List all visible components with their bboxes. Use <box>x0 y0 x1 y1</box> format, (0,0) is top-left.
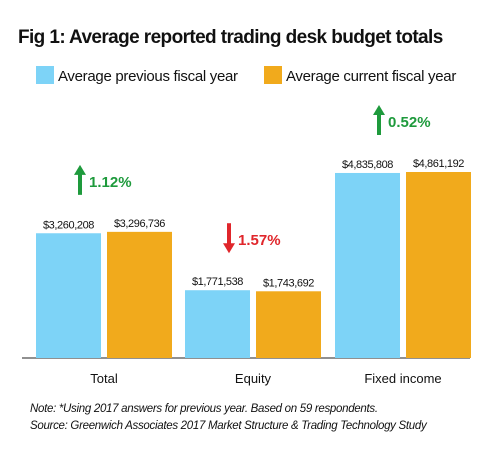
bar <box>185 290 250 358</box>
value-label: $3,296,736 <box>114 218 165 230</box>
value-label: $1,771,538 <box>192 276 243 288</box>
bar <box>107 231 172 358</box>
bar <box>36 233 101 358</box>
x-tick-label: Fixed income <box>364 371 441 386</box>
arrow-head <box>74 164 86 175</box>
bar <box>335 172 400 358</box>
arrow-head <box>223 243 235 254</box>
value-label: $4,861,192 <box>413 158 464 170</box>
change-label: 1.57% <box>238 232 281 249</box>
bar <box>256 291 321 358</box>
x-tick-label: Equity <box>235 371 272 386</box>
legend-swatch <box>36 66 54 84</box>
arrow-head <box>373 105 385 115</box>
legend-label: Average previous fiscal year <box>58 68 238 85</box>
value-label: $4,835,808 <box>342 159 393 171</box>
note: Note: *Using 2017 answers for previous y… <box>30 403 378 415</box>
x-tick-label: Total <box>90 371 118 386</box>
value-label: $3,260,208 <box>43 219 94 231</box>
bar <box>406 172 471 358</box>
legend-swatch <box>264 66 282 84</box>
chart-title: Fig 1: Average reported trading desk bud… <box>18 27 443 48</box>
change-label: 1.12% <box>89 174 132 191</box>
note: Source: Greenwich Associates 2017 Market… <box>30 420 428 432</box>
change-label: 0.52% <box>388 114 431 131</box>
value-label: $1,743,692 <box>263 277 314 289</box>
legend-label: Average current fiscal year <box>286 68 456 85</box>
